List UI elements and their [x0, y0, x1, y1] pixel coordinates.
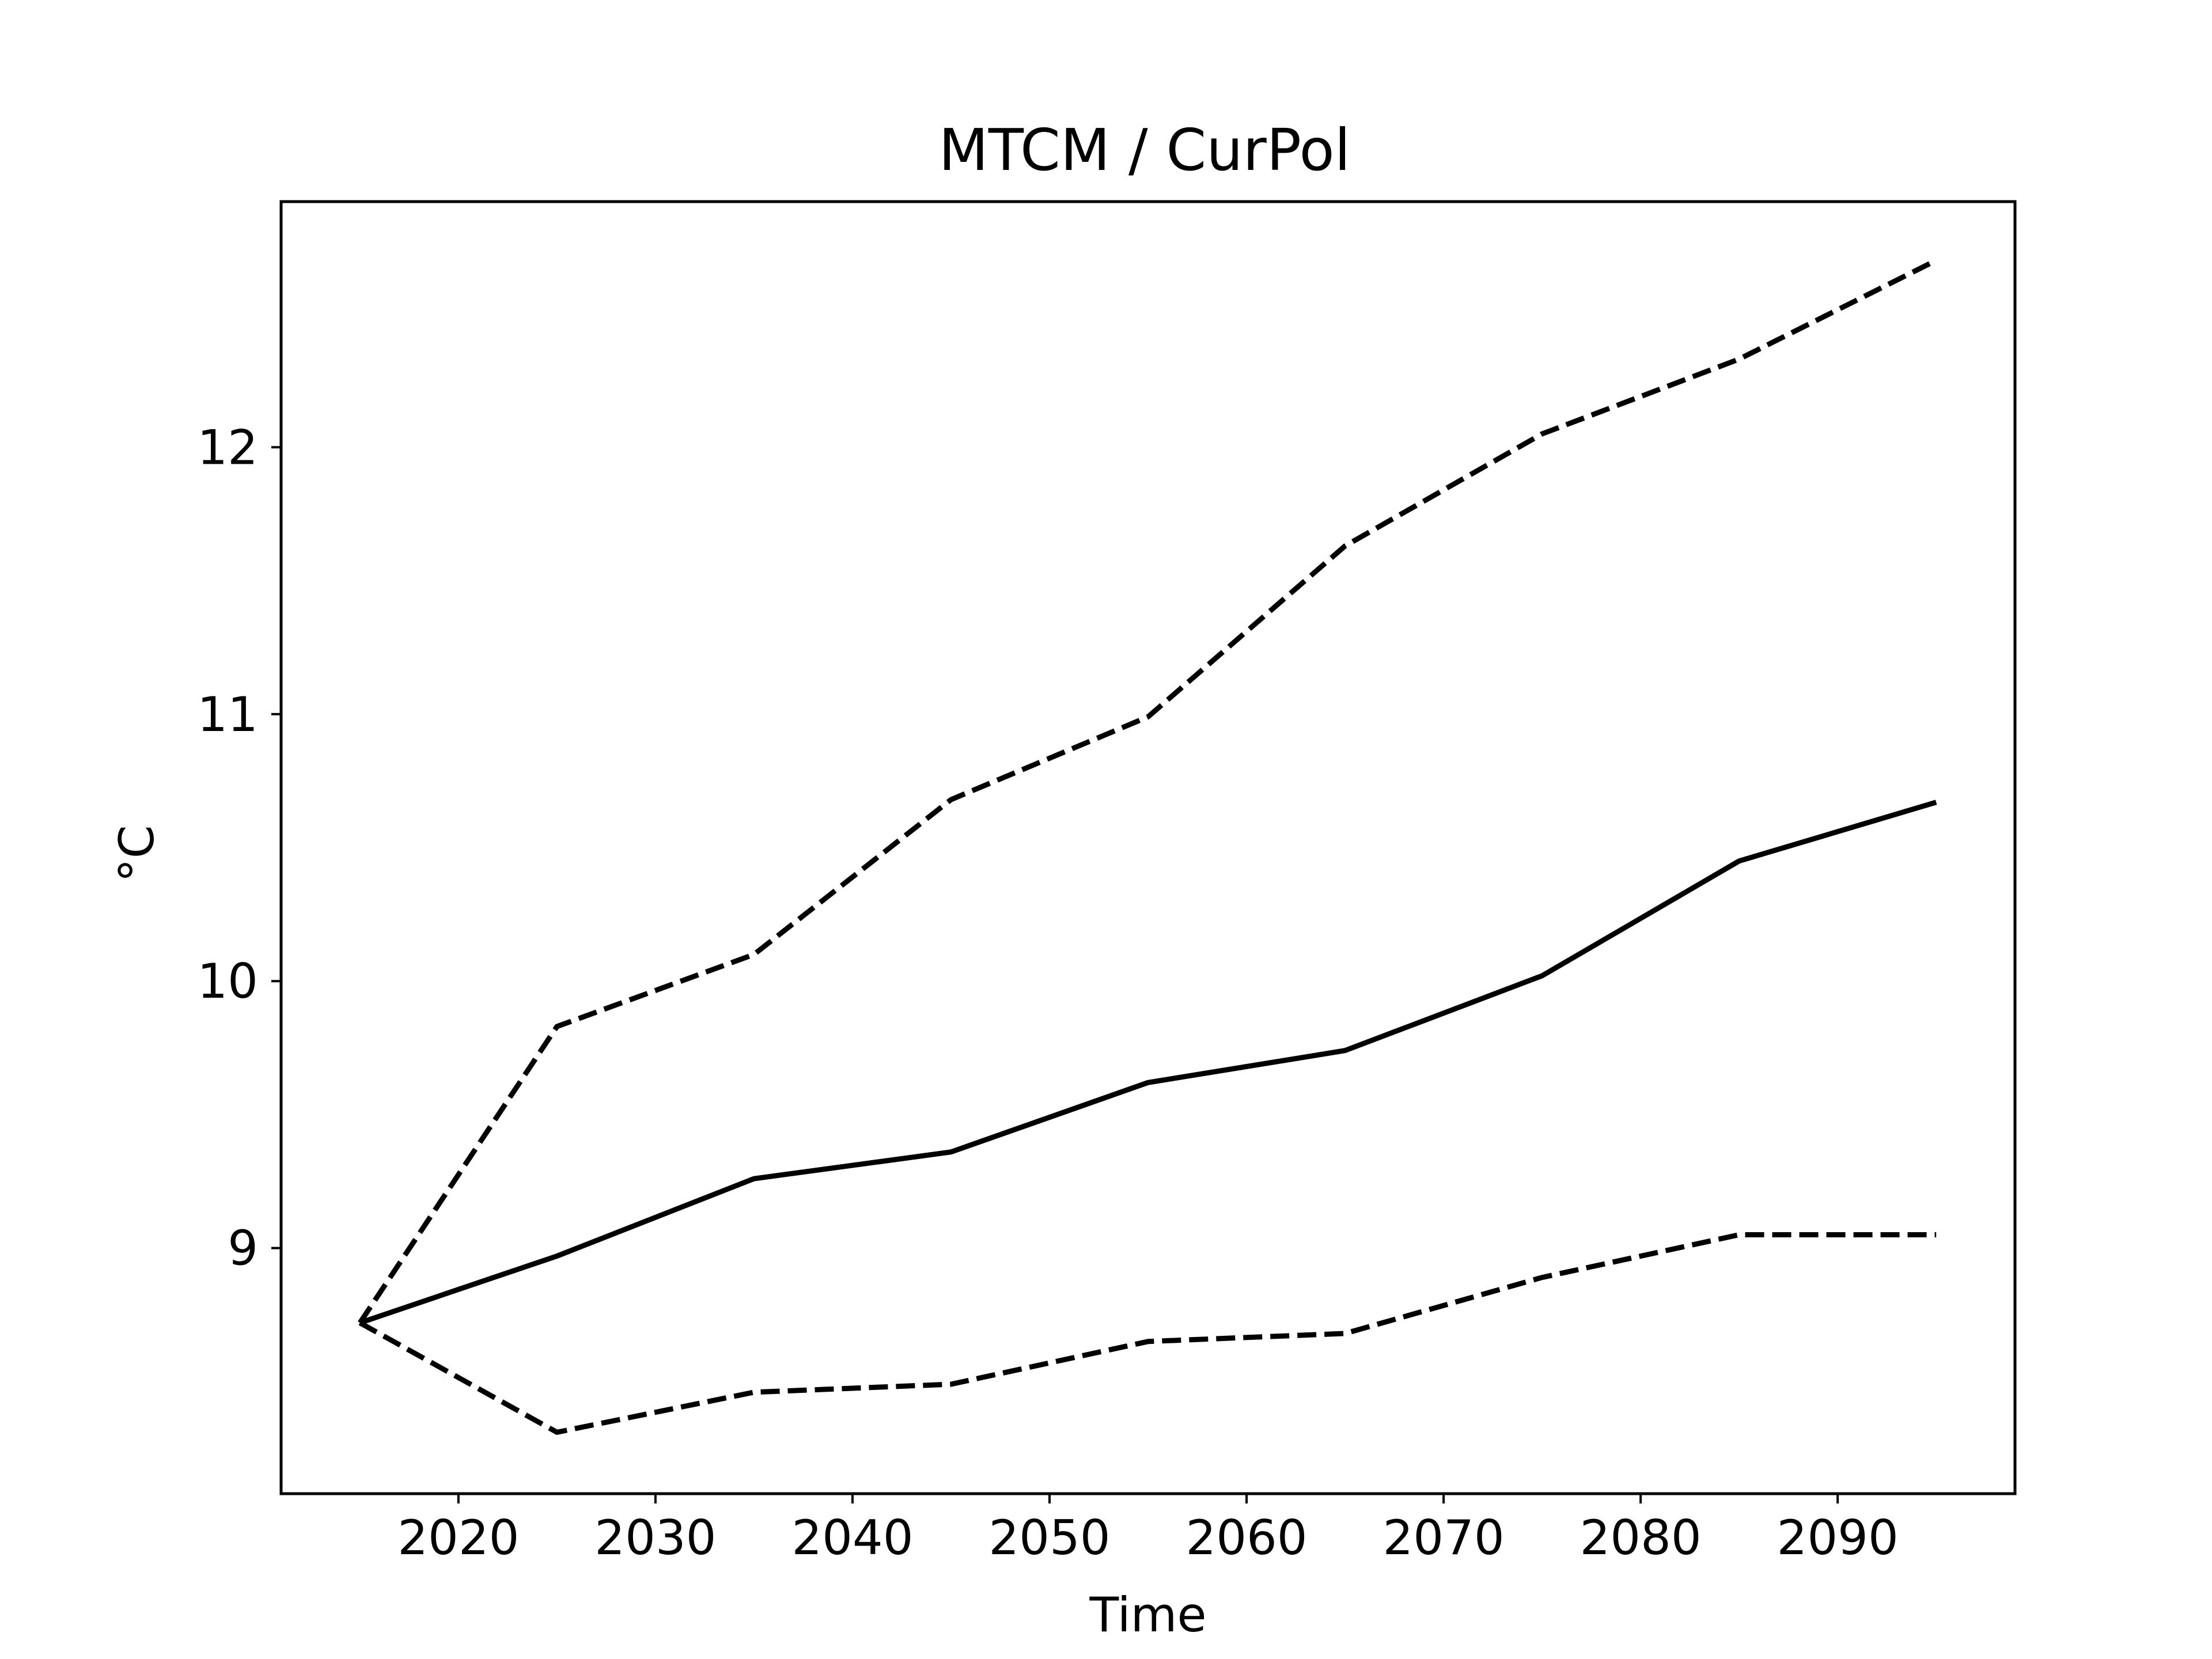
- y-tick-label-11: 11: [197, 687, 258, 743]
- series-line-2: [358, 257, 1938, 1324]
- x-tick-label-2090: 2090: [1777, 1510, 1899, 1566]
- series-layer: [358, 257, 1938, 1435]
- x-axis-title: Time: [1089, 1587, 1206, 1643]
- y-tick-label-9: 9: [228, 1221, 258, 1277]
- x-tick-label-2070: 2070: [1382, 1510, 1504, 1566]
- y-tick-label-10: 10: [197, 953, 258, 1009]
- x-tick-label-2080: 2080: [1580, 1510, 1701, 1566]
- x-tick-label-2050: 2050: [988, 1510, 1110, 1566]
- series-line-1: [359, 800, 1937, 1325]
- y-axis-ticks: 9 10 11 12: [197, 419, 281, 1277]
- x-tick-label-2020: 2020: [397, 1510, 519, 1566]
- x-tick-label-2040: 2040: [791, 1510, 913, 1566]
- plot-area-frame: [279, 200, 2017, 1495]
- y-axis-title: °C: [109, 825, 165, 882]
- y-tick-label-12: 12: [197, 419, 258, 475]
- x-tick-label-2030: 2030: [594, 1510, 716, 1566]
- x-axis-ticks: 2020 2030 2040 2050 2060 2070 2080 2090: [397, 1494, 1899, 1566]
- chart-title: MTCM / CurPol: [939, 116, 1351, 184]
- series-line-3: [358, 1232, 1937, 1435]
- x-tick-label-2060: 2060: [1185, 1510, 1307, 1566]
